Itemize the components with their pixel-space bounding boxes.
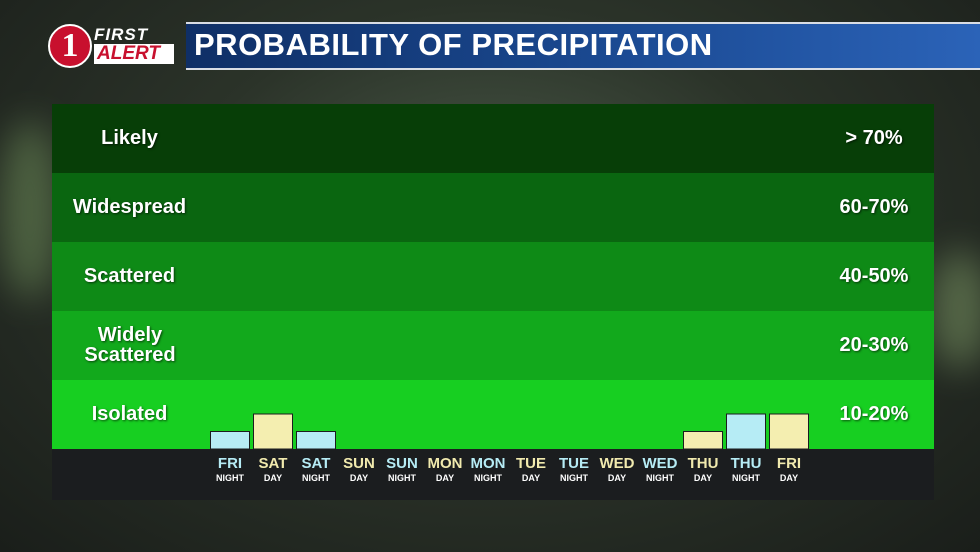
bar-fri-day <box>769 413 809 450</box>
bar-sat-night <box>296 431 336 450</box>
tick-day-name: TUE <box>516 455 546 472</box>
tick-period: DAY <box>607 473 627 483</box>
tick-period: NIGHT <box>474 473 502 483</box>
band-range: > 70% <box>845 127 903 149</box>
tick-period: NIGHT <box>732 473 760 483</box>
band-scattered: Scattered 40-50% <box>52 242 934 311</box>
tick-day-name: SAT <box>258 455 288 472</box>
x-tick-label: SUN NIGHT <box>380 456 424 483</box>
background-foliage <box>930 250 980 370</box>
bars-layer <box>210 413 809 450</box>
x-tick-label: SAT DAY <box>251 456 295 483</box>
tick-day-name: THU <box>687 455 719 472</box>
tick-day-name: SUN <box>343 455 375 472</box>
x-tick-label: FRI NIGHT <box>208 456 252 483</box>
tick-period: DAY <box>263 473 283 483</box>
band-label: Widespread <box>72 196 187 218</box>
x-axis-strip <box>52 449 934 500</box>
band-label: Scattered <box>83 265 176 287</box>
bar-sat-day <box>253 413 293 450</box>
band-widespread: Widespread 60-70% <box>52 173 934 242</box>
x-tick-label: SAT NIGHT <box>294 456 338 483</box>
tick-day-name: WED <box>642 455 678 472</box>
tick-day-name: MON <box>427 455 463 472</box>
tick-period: NIGHT <box>646 473 674 483</box>
tick-period: NIGHT <box>216 473 244 483</box>
tick-period: NIGHT <box>388 473 416 483</box>
tick-day-name: TUE <box>559 455 589 472</box>
title-bar: PROBABILITY OF PRECIPITATION <box>186 22 980 70</box>
x-tick-label: MON DAY <box>423 456 467 483</box>
band-likely: Likely > 70% <box>52 104 934 173</box>
x-tick-label: WED NIGHT <box>638 456 682 483</box>
band-range: 10-20% <box>839 403 909 425</box>
logo-alert-text: ALERT <box>94 44 174 64</box>
band-label: Likely <box>101 127 158 149</box>
channel-number: 1 <box>48 24 92 68</box>
band-label: Widely Scattered <box>84 324 176 366</box>
x-tick-label: TUE NIGHT <box>552 456 596 483</box>
tick-day-name: MON <box>470 455 506 472</box>
bar-fri-night <box>210 431 250 450</box>
band-widely-scattered: Widely Scattered 20-30% <box>52 311 934 380</box>
tick-day-name: SUN <box>386 455 418 472</box>
tick-day-name: FRI <box>217 455 243 472</box>
tick-period: DAY <box>349 473 369 483</box>
band-range: 60-70% <box>839 196 909 218</box>
band-label: Isolated <box>91 403 168 425</box>
background-foliage <box>0 120 60 300</box>
tick-period: NIGHT <box>560 473 588 483</box>
x-tick-label: THU DAY <box>681 456 725 483</box>
band-range: 20-30% <box>839 334 909 356</box>
tick-day-name: SAT <box>301 455 331 472</box>
tick-period: DAY <box>435 473 455 483</box>
bar-thu-day <box>683 431 723 450</box>
tick-period: NIGHT <box>302 473 330 483</box>
tick-period: DAY <box>779 473 799 483</box>
tick-day-name: WED <box>599 455 635 472</box>
x-tick-label: TUE DAY <box>509 456 553 483</box>
band-range: 40-50% <box>839 265 909 287</box>
logo-first-text: FIRST <box>94 25 149 44</box>
x-tick-label: THU NIGHT <box>724 456 768 483</box>
tick-period: DAY <box>693 473 713 483</box>
tick-period: DAY <box>521 473 541 483</box>
x-tick-label: FRI DAY <box>767 456 811 483</box>
x-tick-label: SUN DAY <box>337 456 381 483</box>
chart-panel: Isolated 10-20% Widely Scattered 20-30% Scat… <box>52 104 934 500</box>
chart-title: PROBABILITY OF PRECIPITATION <box>194 27 713 62</box>
tick-day-name: FRI <box>776 455 802 472</box>
x-tick-label: WED DAY <box>595 456 639 483</box>
first-alert-logo: 1 FIRST ALERT <box>48 24 176 70</box>
x-tick-label: MON NIGHT <box>466 456 510 483</box>
tick-day-name: THU <box>730 455 762 472</box>
bar-thu-night <box>726 413 766 450</box>
